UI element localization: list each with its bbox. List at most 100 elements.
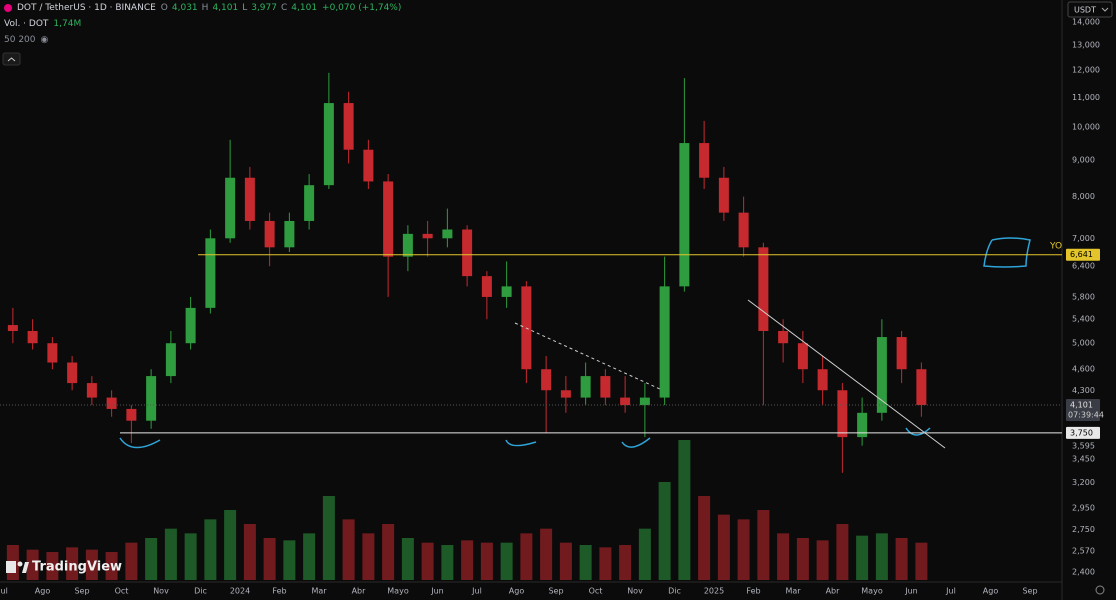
volume-bar xyxy=(164,528,177,580)
x-tick-label: Jul xyxy=(471,587,482,596)
candle-body xyxy=(679,143,690,287)
price-tag-label: 4,101 xyxy=(1070,401,1093,410)
volume-bar xyxy=(480,542,493,580)
candle-body xyxy=(738,212,749,248)
candle-body xyxy=(501,286,512,297)
axis-layer: 14,000 13,000 12,000 11,000 10,000 9,000 8,000… xyxy=(0,18,1104,596)
candle-body xyxy=(659,286,670,398)
volume-bar xyxy=(401,538,414,580)
candle-body xyxy=(462,229,473,277)
trendline xyxy=(747,299,946,449)
candle-body xyxy=(343,103,354,150)
candle-body xyxy=(264,220,275,248)
candle-body xyxy=(580,376,591,398)
volume-bar xyxy=(777,533,790,580)
volume-row: Vol. · DOT 1,74M xyxy=(4,19,81,29)
y-tick-label: 9,000 xyxy=(1072,155,1095,164)
volume-bar xyxy=(184,533,197,580)
x-tick-label: Mayo xyxy=(387,587,409,596)
candle-body xyxy=(323,103,334,186)
candle-body xyxy=(363,149,374,182)
candle-body xyxy=(560,390,571,398)
x-tick-label: Oct xyxy=(115,587,129,596)
y-tick-label: 2,750 xyxy=(1072,525,1095,534)
candle-body xyxy=(442,229,453,239)
candle-body xyxy=(383,181,394,257)
volume-bar xyxy=(638,528,651,580)
y-tick-label: 8,000 xyxy=(1072,192,1095,201)
change: +0,070 (+1,74%) xyxy=(322,3,402,13)
volume-bar xyxy=(796,538,809,580)
collapse-button[interactable] xyxy=(2,52,21,66)
volume-bar xyxy=(105,552,118,580)
settings-icon[interactable] xyxy=(1095,585,1105,595)
candle-body xyxy=(67,362,78,384)
volume-bar xyxy=(698,496,711,580)
candle-body xyxy=(758,247,769,331)
y-tick-label: 3,200 xyxy=(1072,478,1095,487)
price-tag xyxy=(1066,248,1100,261)
logo-mark xyxy=(6,561,16,573)
x-tick-label: Oct xyxy=(589,587,603,596)
candle-body xyxy=(422,233,433,239)
hand-drawings xyxy=(119,237,1031,449)
ohlc-label: H xyxy=(201,3,209,13)
logo-mark xyxy=(22,562,29,573)
volume-bar xyxy=(382,524,395,580)
x-tick-label: 2024 xyxy=(230,587,250,596)
doodle xyxy=(505,439,537,447)
x-tick-label: Ago xyxy=(509,587,525,596)
volume-bar xyxy=(303,533,316,580)
volume-bar xyxy=(717,514,730,580)
volume-bar xyxy=(895,538,908,580)
dashed-trendline xyxy=(514,322,663,391)
price-tag-label: 3,750 xyxy=(1070,428,1093,437)
candle-body xyxy=(47,343,58,363)
x-tick-label: Sep xyxy=(1022,587,1037,596)
y-tick-label: 6,400 xyxy=(1072,262,1095,271)
ohlc-value: 3,977 xyxy=(251,3,277,13)
x-tick-label: Jul xyxy=(945,587,956,596)
currency-button[interactable] xyxy=(1067,1,1113,18)
countdown: 07:39:44 xyxy=(1068,411,1104,420)
volume-bar xyxy=(362,533,375,580)
candle-body xyxy=(225,177,236,239)
volume-bar xyxy=(836,524,849,580)
volume-bar xyxy=(757,510,770,580)
candle-body xyxy=(797,343,808,370)
x-tick-label: Nov xyxy=(627,587,643,596)
volume-bar xyxy=(283,540,296,580)
volume-label: Vol. · DOT xyxy=(4,19,49,29)
volume-bar xyxy=(540,528,553,580)
candle-body xyxy=(718,177,729,213)
volume-bar xyxy=(243,524,256,580)
ohlc-label: O xyxy=(160,3,168,13)
volume-bar xyxy=(856,535,869,580)
x-tick-label: Jun xyxy=(904,587,918,596)
volume-bar xyxy=(26,549,39,580)
symbol-row: DOT / TetherUS · 1D · BINANCE O 4,031 H 4,1… xyxy=(4,3,401,13)
y-tick-label: 4,300 xyxy=(1072,386,1095,395)
candle-body xyxy=(817,369,828,391)
volume-bar xyxy=(619,545,632,580)
x-tick-label: Sep xyxy=(548,587,563,596)
volume-bar xyxy=(125,542,138,580)
volume-bar xyxy=(46,552,59,580)
symbol: DOT / TetherUS · 1D · BINANCE xyxy=(17,3,156,13)
volume-bar xyxy=(658,482,671,580)
volume-bar xyxy=(816,540,829,580)
brand-logo: TradingView xyxy=(6,560,122,575)
candle-body xyxy=(7,325,18,331)
x-tick-label: Abr xyxy=(352,587,367,596)
candle-body xyxy=(146,376,157,421)
volume-bar xyxy=(204,519,217,580)
x-tick-label: Jun xyxy=(430,587,444,596)
y-tick-label: 3,450 xyxy=(1072,454,1095,463)
y-tick-label: 11,000 xyxy=(1072,93,1100,102)
candle-body xyxy=(284,220,295,248)
candle-body xyxy=(86,383,97,398)
volume-bar xyxy=(263,538,276,580)
eye-icon[interactable]: ◉ xyxy=(40,35,49,45)
volume-bar xyxy=(421,542,434,580)
